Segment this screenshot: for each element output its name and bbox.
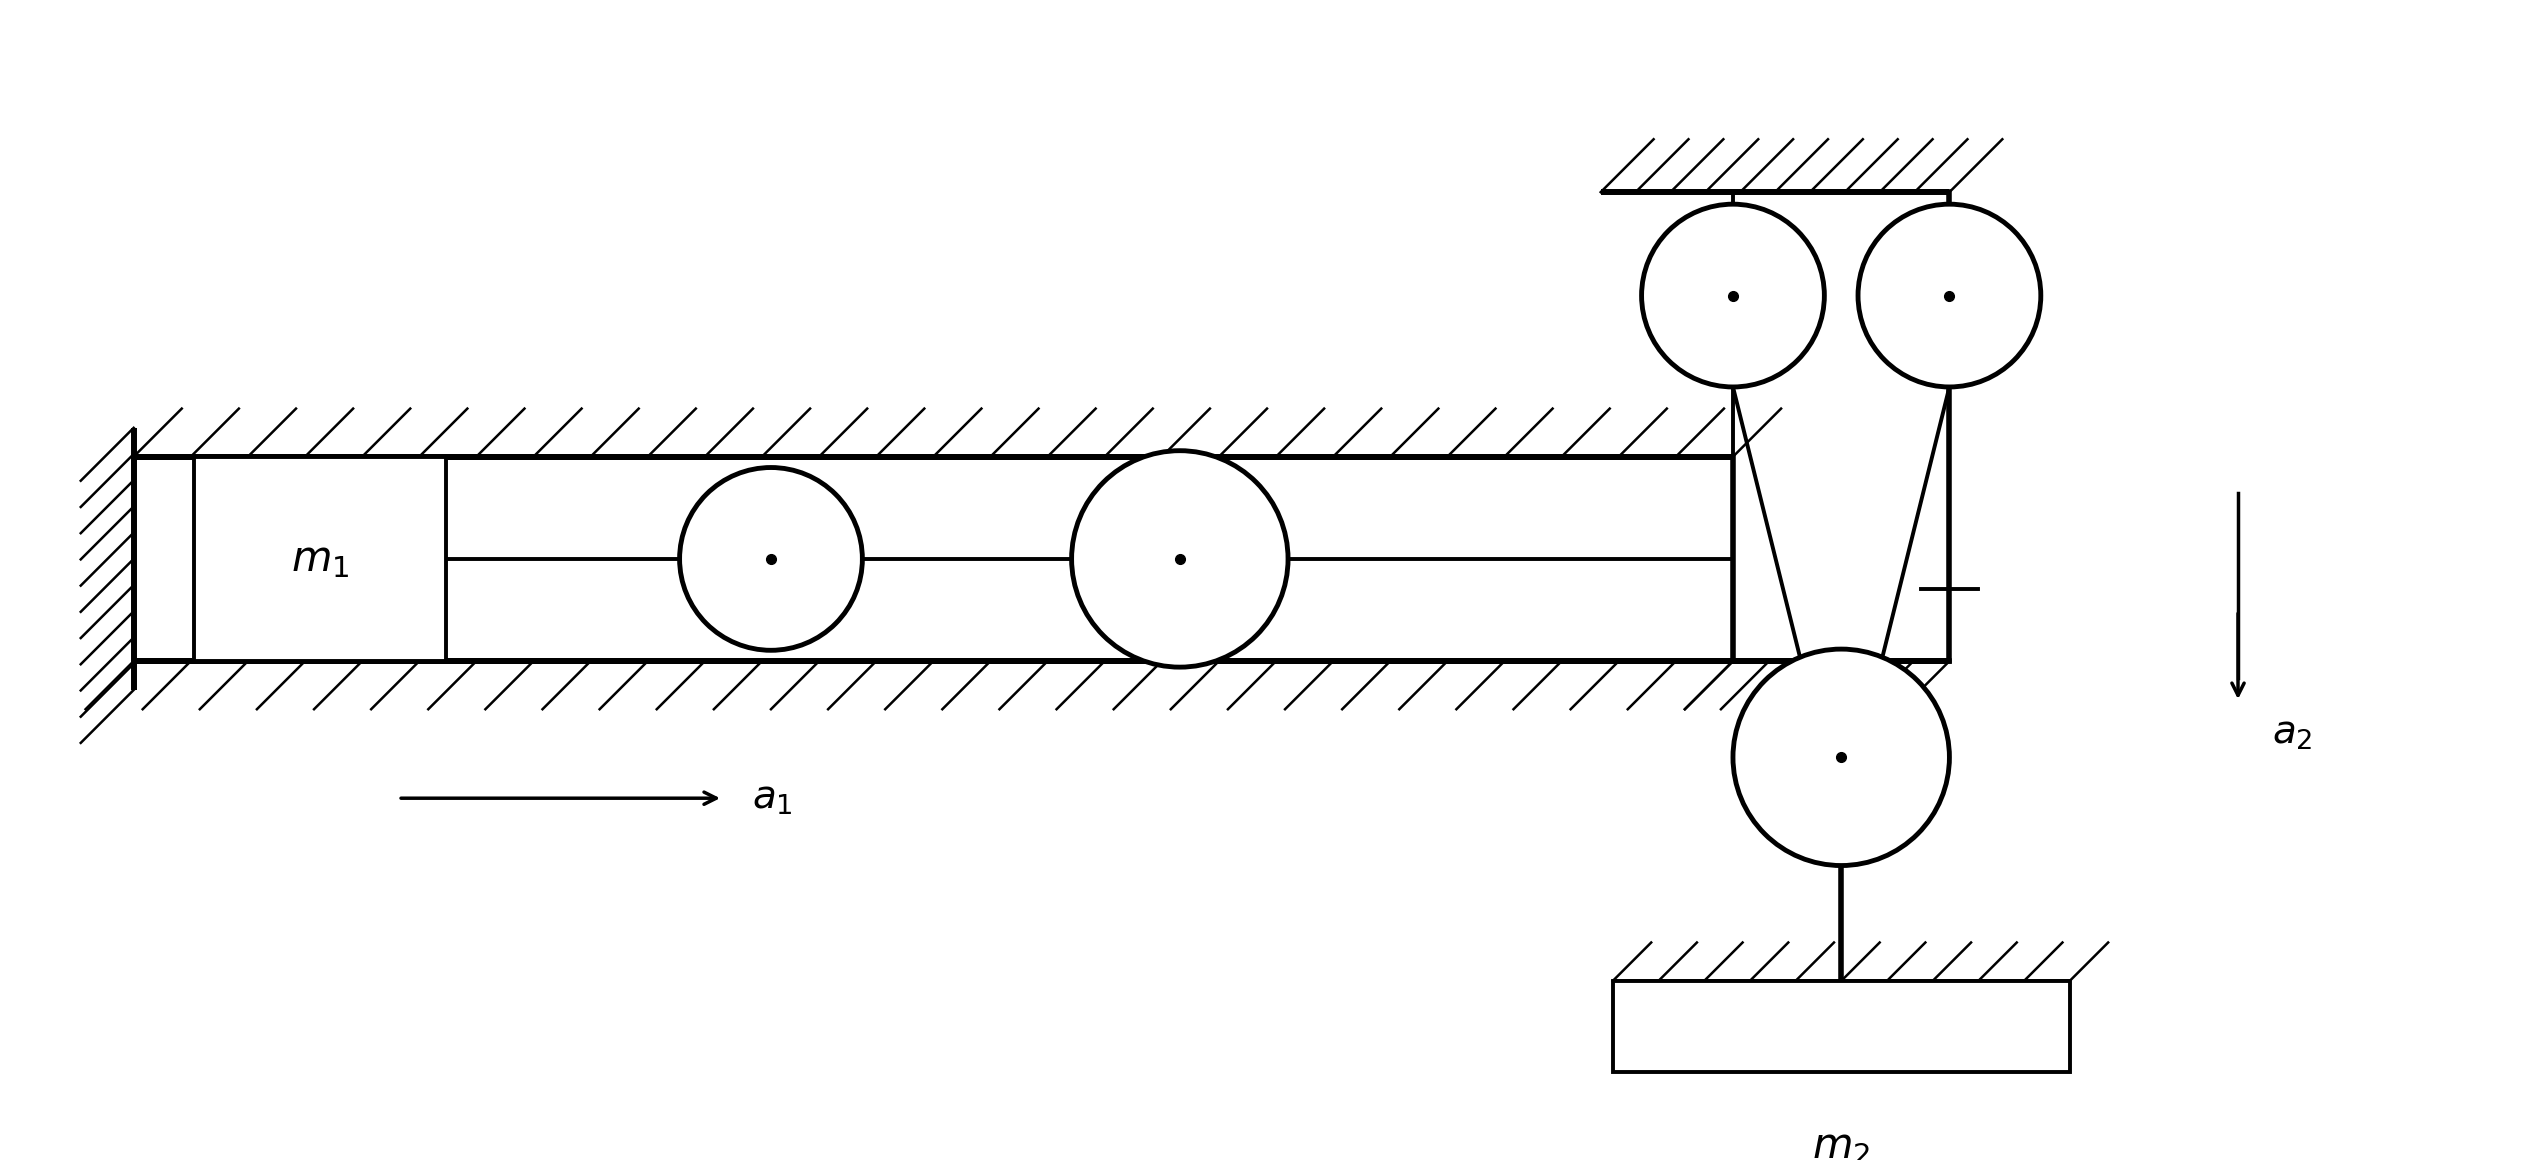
Bar [195, 457, 447, 661]
Text: $m_2$: $m_2$ [1813, 1125, 1871, 1160]
Bar [1613, 981, 2070, 1072]
Circle shape [1072, 451, 1289, 667]
Text: $m_1$: $m_1$ [291, 538, 349, 580]
Circle shape [1641, 204, 1825, 387]
Text: $a_1$: $a_1$ [751, 780, 791, 817]
Circle shape [1858, 204, 2040, 387]
Text: $a_2$: $a_2$ [2273, 715, 2313, 752]
Circle shape [1734, 650, 1949, 865]
Circle shape [680, 467, 862, 651]
